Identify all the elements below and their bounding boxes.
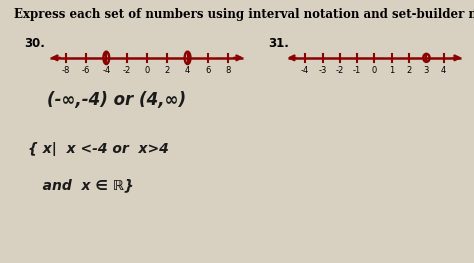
Text: 0: 0 [144, 66, 150, 75]
Text: -4: -4 [102, 66, 110, 75]
Text: 2: 2 [407, 66, 412, 75]
Text: 8: 8 [226, 66, 231, 75]
Text: and  x ∈ ℝ}: and x ∈ ℝ} [28, 178, 134, 192]
Text: 2: 2 [164, 66, 170, 75]
Text: { x|  x <-4 or  x>4: { x| x <-4 or x>4 [28, 141, 169, 155]
Text: -4: -4 [301, 66, 310, 75]
Text: (-∞,-4) or (4,∞): (-∞,-4) or (4,∞) [47, 91, 187, 109]
Text: -6: -6 [82, 66, 90, 75]
Text: -1: -1 [353, 66, 361, 75]
Text: Express each set of numbers using interval notation and set-builder notation.: Express each set of numbers using interv… [14, 8, 474, 21]
Text: -2: -2 [336, 66, 344, 75]
Text: 0: 0 [372, 66, 377, 75]
Text: -3: -3 [319, 66, 327, 75]
Text: 31.: 31. [268, 37, 289, 50]
Text: 6: 6 [205, 66, 210, 75]
Text: -2: -2 [122, 66, 131, 75]
Text: -8: -8 [62, 66, 70, 75]
Text: 3: 3 [424, 66, 429, 75]
Text: 4: 4 [185, 66, 190, 75]
Text: 1: 1 [389, 66, 394, 75]
Text: 30.: 30. [24, 37, 45, 50]
Text: 4: 4 [441, 66, 447, 75]
